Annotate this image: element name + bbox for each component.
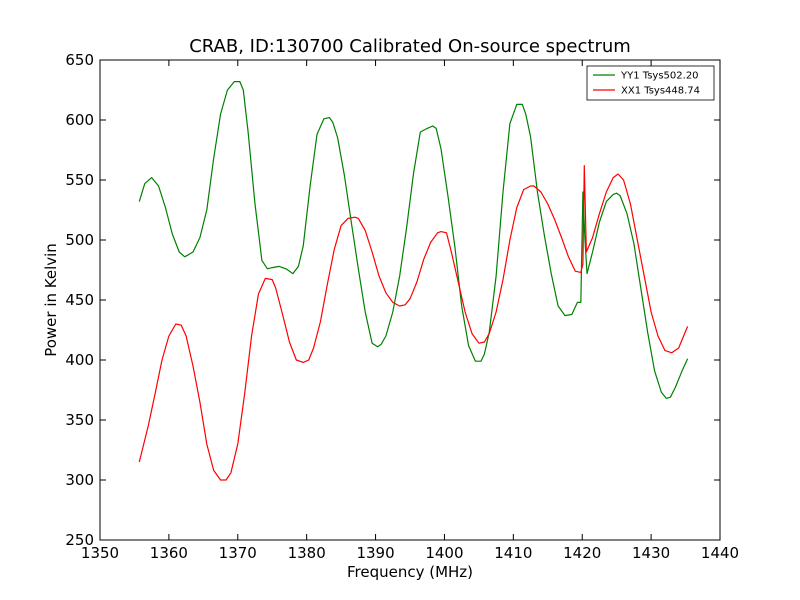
y-tick-label: 550 — [65, 171, 94, 189]
y-tick-label: 650 — [65, 51, 94, 69]
x-tick-label: 1360 — [150, 544, 188, 562]
series-line-0 — [138, 80, 689, 399]
series-layer — [138, 80, 689, 481]
x-tick-label: 1410 — [494, 544, 532, 562]
x-tick-label: 1430 — [632, 544, 670, 562]
x-tick-label: 1350 — [81, 544, 119, 562]
legend-label-xx1: XX1 Tsys448.74 — [621, 86, 700, 97]
x-tick-label: 1420 — [563, 544, 601, 562]
y-tick-label: 450 — [65, 291, 94, 309]
legend-label-yy1: YY1 Tsys502.20 — [620, 71, 699, 82]
x-axis: 1350 1360 1370 1380 1390 1400 1410 1420 1430 1440 — [81, 60, 739, 562]
x-tick-label: 1380 — [288, 544, 326, 562]
x-tick-label: 1390 — [356, 544, 394, 562]
legend-box — [586, 65, 715, 101]
y-axis: 250 300 350 400 450 500 550 600 650 — [65, 51, 720, 549]
y-tick-label: 250 — [65, 531, 94, 549]
chart-title: CRAB, ID:130700 Calibrated On-source spe… — [189, 36, 631, 57]
x-tick-label: 1370 — [219, 544, 257, 562]
y-tick-label: 350 — [65, 411, 94, 429]
y-tick-label: 400 — [65, 351, 94, 369]
x-tick-label: 1400 — [425, 544, 463, 562]
y-tick-label: 600 — [65, 111, 94, 129]
x-axis-label: Frequency (MHz) — [347, 563, 473, 581]
y-tick-label: 500 — [65, 231, 94, 249]
series-line-1 — [138, 165, 689, 481]
y-axis-label: Power in Kelvin — [42, 243, 60, 357]
legend: YY1 Tsys502.20 XX1 Tsys448.74 — [586, 65, 715, 101]
y-tick-label: 300 — [65, 471, 94, 489]
x-tick-label: 1440 — [701, 544, 739, 562]
plot-area — [99, 59, 721, 541]
